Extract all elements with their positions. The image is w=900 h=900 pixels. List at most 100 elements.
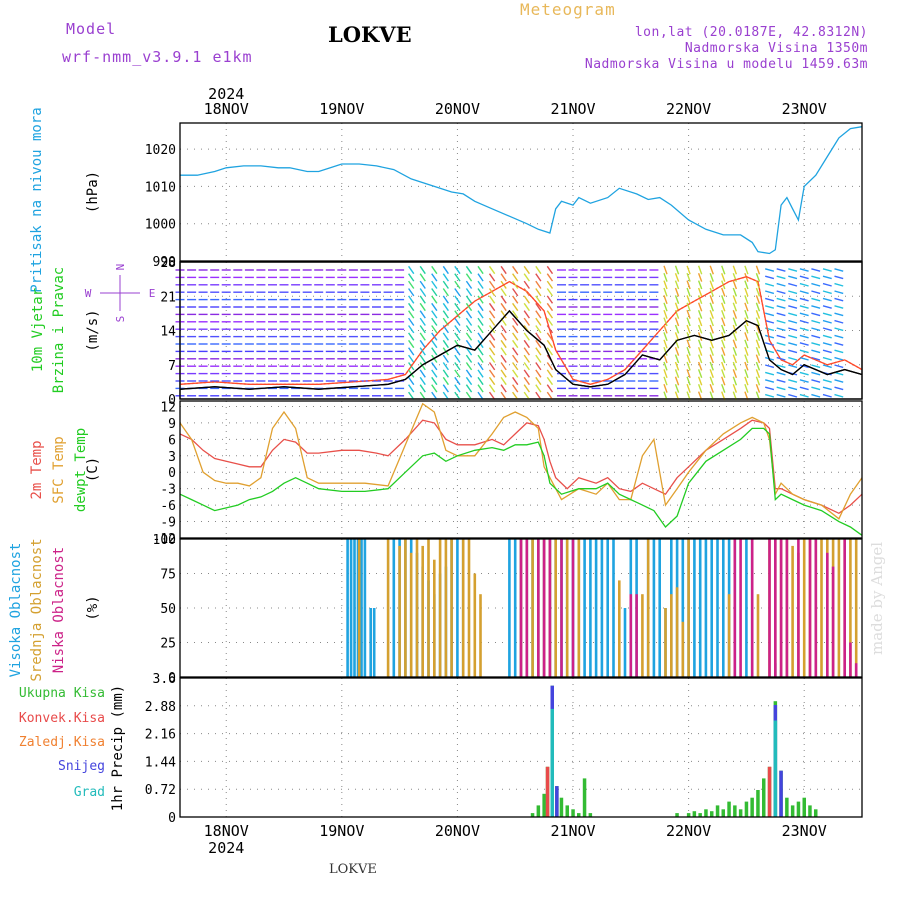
wind-barb [465,362,473,371]
wind-barb [776,342,786,346]
wind-barb [822,393,832,398]
top-date-label: 19NOV [319,100,364,118]
wind-barb [755,354,761,364]
y-tick-label: 1010 [145,180,176,195]
mid_cloud-bar [398,545,401,677]
wind-barb [788,327,798,332]
wind-barb [788,282,798,287]
mid_cloud-bar [531,539,534,677]
wind-barb [419,265,426,275]
wind-barb [799,364,809,369]
model-name: wrf-nmm_v3.9.1 e1km [62,48,253,66]
wind-barb [709,280,714,290]
wind-barb [512,325,519,334]
y-tick-label: 1020 [145,143,176,158]
wind-barb [721,376,726,386]
wind-barb [535,310,542,319]
wind-barb [454,325,461,334]
wind-barb [488,302,496,312]
wind-barb [442,310,449,319]
wind-barb [500,376,507,386]
wind-barb [788,297,798,302]
wind-barb [535,354,542,363]
low_cloud-bar [814,539,818,677]
wind-barb [776,379,786,383]
wind-barb [834,319,844,324]
wind-barb [697,383,703,393]
dewpt-axis-label: dewpt Temp [73,428,89,512]
wind-barb [500,332,507,341]
high_cloud-bar [693,539,696,677]
top-year-label: 2024 [208,85,244,103]
wind-barb [755,302,761,312]
wind-barb [454,362,461,371]
panel-frame [179,400,863,539]
low_cloud-bar [808,539,812,677]
compass-south: S [114,316,127,323]
wind-barb [512,362,519,371]
wind-barb [512,391,519,400]
wind-barb [765,282,775,287]
wind-barb [488,339,496,349]
high_cloud-bar [513,539,517,677]
wind-barb [512,310,519,319]
mid_cloud-bar [820,539,823,677]
wind-barb [674,361,680,371]
wind-barb [419,339,426,349]
total_precip-bar [588,813,593,817]
total_precip-bar [530,813,535,817]
mid_cloud-bar [854,539,858,677]
wind-barb [442,376,449,386]
wind-barb [477,317,484,326]
wind-barb [776,297,786,302]
wind-barb [500,391,507,400]
mid_cloud-bar [444,539,448,677]
dewpoint-line [179,427,863,536]
total_precip-bar [796,801,801,817]
wind-barb [686,309,691,319]
wind-barb [799,342,809,346]
total_precip-bar [571,809,575,817]
wind-barb [465,317,473,326]
wind-barb [442,391,449,400]
y-tick-label: 2.88 [145,700,176,715]
total_precip-bar [715,805,720,817]
y-tick-label: 14 [160,325,176,340]
wind-barb [834,393,844,398]
wind-barb [776,334,786,339]
y-tick-label: -9 [160,516,176,531]
wind-barb [721,354,726,364]
high_cloud-bar [508,539,511,677]
wind-barb [834,379,844,383]
mid_cloud-bar [386,539,390,677]
wind-barb [442,265,449,275]
wind-barb [755,272,761,282]
wind-barb [755,346,761,356]
mid_cloud-bar [681,621,685,677]
wind-barb [788,393,798,398]
wind-barb [465,280,473,289]
wind-barb [732,354,738,364]
mid-cloud-axis-label: Srednja Oblacnost [29,538,45,681]
top-date-label: 18NOV [204,100,249,118]
wind-barb [477,369,484,378]
wind-axis-label: 10m Vjetar [30,288,46,372]
high_cloud-bar [360,539,363,677]
low_cloud-bar [831,566,835,677]
wind-barb [755,309,761,319]
high_cloud-bar [456,539,459,677]
wind-barb [732,383,738,393]
top-date-label: 23NOV [782,100,827,118]
wind-barb [488,354,496,363]
wind-barb [408,302,415,312]
wind-barb [697,354,703,364]
wind-barb [709,376,714,386]
wind-barb [811,275,821,280]
mid_cloud-bar [467,539,471,677]
wind-barb [523,332,530,341]
total_precip-bar [750,797,754,817]
wind-barb [709,272,714,282]
wind-barb [431,302,438,312]
wind-barb [697,376,703,386]
high_cloud-bar [583,539,586,677]
